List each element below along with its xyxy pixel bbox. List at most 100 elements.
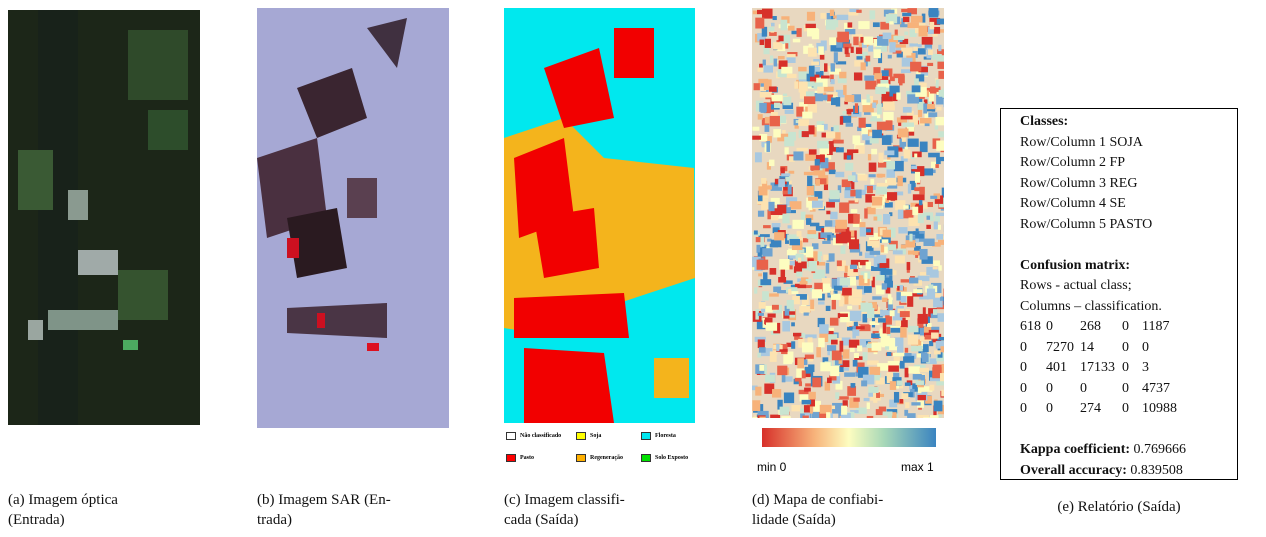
map-texture bbox=[757, 260, 769, 270]
map-texture bbox=[755, 152, 762, 162]
map-texture bbox=[868, 393, 873, 397]
map-texture bbox=[772, 305, 779, 310]
map-texture bbox=[841, 406, 847, 415]
map-texture bbox=[791, 341, 795, 349]
map-texture bbox=[901, 393, 908, 399]
map-texture bbox=[923, 103, 927, 113]
map-texture bbox=[837, 260, 842, 266]
map-texture bbox=[938, 265, 941, 270]
map-texture bbox=[774, 59, 778, 67]
map-texture bbox=[905, 382, 911, 385]
map-texture bbox=[850, 311, 861, 321]
map-texture bbox=[903, 356, 914, 363]
map-texture bbox=[876, 275, 885, 281]
map-texture bbox=[818, 46, 824, 54]
map-texture bbox=[835, 392, 839, 399]
caption-line: (a) Imagem óptica bbox=[8, 490, 205, 510]
map-texture bbox=[790, 239, 800, 245]
map-texture bbox=[908, 366, 920, 373]
legend-label: Regeneração bbox=[590, 455, 623, 461]
map-texture bbox=[855, 103, 858, 113]
map-texture bbox=[900, 285, 903, 291]
legend-swatch bbox=[641, 432, 651, 440]
map-texture bbox=[898, 129, 909, 138]
map-texture bbox=[893, 74, 904, 78]
map-texture bbox=[787, 57, 796, 63]
map-texture bbox=[908, 335, 918, 345]
map-texture bbox=[869, 174, 876, 177]
matrix-cell: 0 bbox=[1080, 379, 1122, 400]
map-texture bbox=[801, 212, 806, 221]
map-texture bbox=[864, 398, 870, 401]
map-texture bbox=[935, 164, 938, 168]
map-texture bbox=[878, 174, 883, 178]
map-texture bbox=[766, 322, 777, 330]
classified-image bbox=[504, 8, 695, 423]
map-texture bbox=[905, 402, 909, 408]
map-texture bbox=[893, 36, 904, 40]
legend-item: Soja bbox=[576, 432, 641, 440]
legend-label: Solo Exposto bbox=[655, 455, 688, 461]
map-texture bbox=[889, 42, 895, 52]
map-texture bbox=[866, 94, 869, 98]
map-texture bbox=[817, 141, 829, 149]
map-texture bbox=[802, 342, 813, 352]
map-texture bbox=[854, 353, 859, 358]
matrix-cell: 0 bbox=[1122, 317, 1142, 338]
map-texture bbox=[822, 133, 826, 138]
map-texture bbox=[805, 383, 811, 386]
map-texture bbox=[831, 98, 838, 106]
map-texture bbox=[826, 202, 835, 208]
map-texture bbox=[911, 166, 917, 169]
map-texture bbox=[931, 332, 939, 338]
map-texture bbox=[815, 179, 820, 186]
map-texture bbox=[835, 172, 844, 177]
map-texture bbox=[915, 234, 924, 239]
map-texture bbox=[805, 24, 815, 28]
map-texture bbox=[781, 416, 790, 418]
map-texture bbox=[918, 48, 926, 54]
map-texture bbox=[865, 81, 876, 90]
map-texture bbox=[893, 250, 903, 254]
colorbar-min: min 0 bbox=[757, 460, 786, 474]
map-texture bbox=[804, 312, 809, 315]
matrix-cell: 0 bbox=[1046, 379, 1080, 400]
map-texture bbox=[802, 370, 806, 378]
map-texture bbox=[770, 116, 780, 126]
map-texture bbox=[769, 293, 779, 296]
map-texture bbox=[830, 366, 839, 376]
matrix-cell: 618 bbox=[1020, 317, 1046, 338]
legend-label: Soja bbox=[590, 433, 601, 439]
matrix-note: Columns – classification. bbox=[1020, 297, 1237, 318]
map-texture bbox=[824, 184, 828, 190]
map-texture bbox=[805, 154, 815, 161]
map-texture bbox=[809, 66, 815, 77]
map-texture bbox=[904, 149, 911, 158]
map-texture bbox=[936, 141, 944, 151]
map-texture bbox=[892, 412, 897, 418]
map-texture bbox=[869, 163, 877, 172]
map-texture bbox=[877, 183, 888, 187]
matrix-cell: 0 bbox=[1020, 358, 1046, 379]
metric: Kappa coefficient: 0.769666 bbox=[1020, 440, 1237, 461]
map-texture bbox=[789, 171, 795, 174]
map-texture bbox=[873, 398, 877, 403]
map-texture bbox=[770, 268, 777, 275]
map-texture bbox=[849, 239, 859, 249]
map-texture bbox=[768, 313, 776, 317]
map-texture bbox=[818, 301, 824, 304]
map-texture bbox=[885, 202, 893, 207]
map-texture bbox=[905, 348, 908, 353]
map-texture bbox=[885, 346, 889, 349]
legend-item: Regeneração bbox=[576, 454, 641, 462]
map-texture bbox=[864, 208, 867, 218]
map-texture bbox=[816, 347, 821, 357]
map-texture bbox=[829, 170, 836, 174]
matrix-cell: 0 bbox=[1046, 317, 1080, 338]
map-texture bbox=[779, 259, 789, 270]
map-texture bbox=[788, 26, 795, 31]
caption: (c) Imagem classifi-cada (Saída) bbox=[504, 490, 695, 530]
map-texture bbox=[830, 318, 839, 326]
map-texture bbox=[812, 201, 823, 208]
